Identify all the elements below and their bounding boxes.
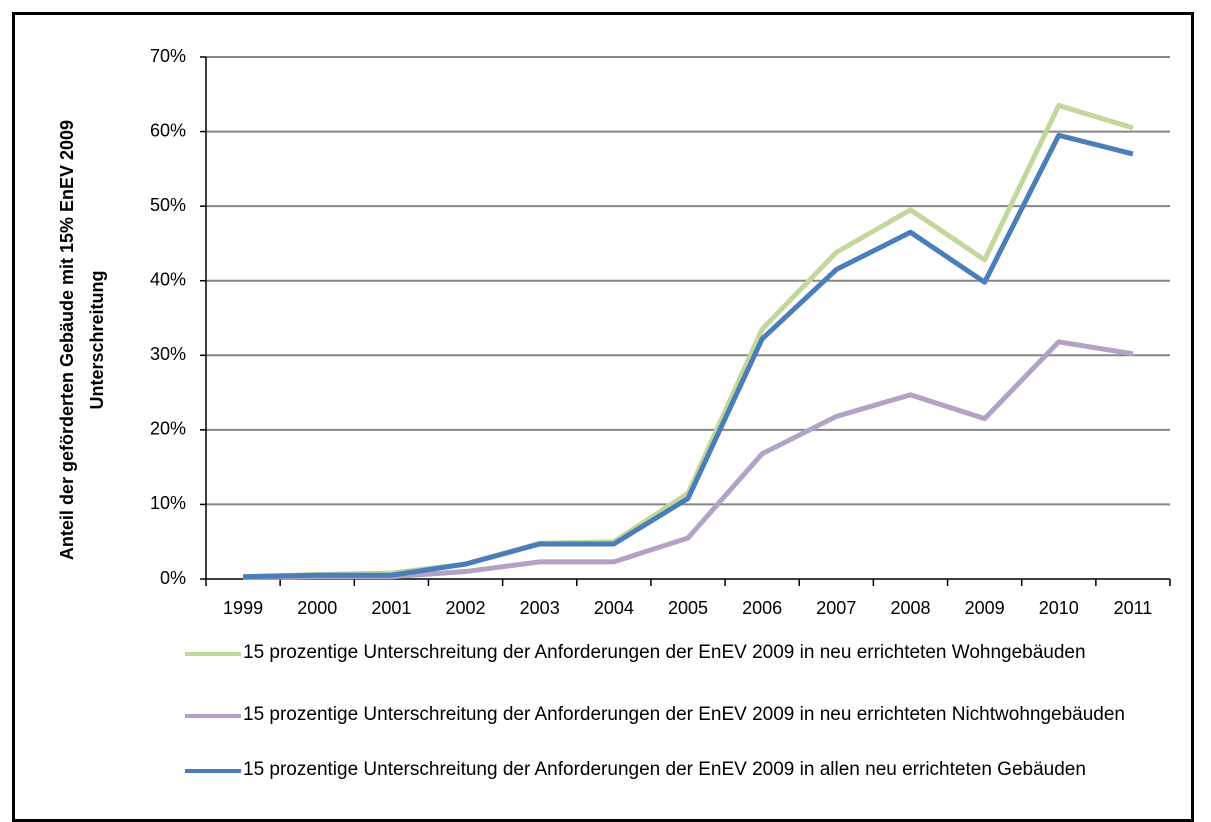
y-axis-label: Unterschreitung bbox=[87, 270, 107, 409]
y-tick-label: 40% bbox=[150, 269, 186, 289]
y-tick-label: 30% bbox=[150, 344, 186, 364]
legend-item: 15 prozentige Unterschreitung der Anford… bbox=[185, 758, 1175, 782]
x-tick-label: 2007 bbox=[816, 598, 856, 618]
legend-label: 15 prozentige Unterschreitung der Anford… bbox=[243, 759, 1086, 780]
legend-swatch bbox=[185, 769, 241, 773]
series-line bbox=[243, 132, 1134, 580]
y-tick-label: 20% bbox=[150, 419, 186, 439]
x-tick-label: 2002 bbox=[446, 598, 486, 618]
legend-label: 15 prozentige Unterschreitung der Anford… bbox=[243, 642, 1086, 663]
legend-swatch bbox=[185, 652, 241, 656]
y-tick-label: 10% bbox=[150, 493, 186, 513]
y-tick-label: 50% bbox=[150, 195, 186, 215]
legend-item: 15 prozentige Unterschreitung der Anford… bbox=[185, 641, 1175, 665]
x-tick-label: 2000 bbox=[297, 598, 337, 618]
x-tick-label: 1999 bbox=[223, 598, 263, 618]
x-tick-label: 2005 bbox=[668, 598, 708, 618]
y-tick-label: 60% bbox=[150, 120, 186, 140]
y-axis-label: Anteil der geförderten Gebäude mit 15% E… bbox=[57, 120, 77, 560]
x-tick-label: 2009 bbox=[965, 598, 1005, 618]
series-line bbox=[243, 102, 1134, 580]
legend-item: 15 prozentige Unterschreitung der Anford… bbox=[185, 703, 1175, 727]
y-tick-label: 70% bbox=[150, 46, 186, 66]
series-line bbox=[243, 339, 1134, 581]
x-tick-label: 2006 bbox=[742, 598, 782, 618]
x-tick-label: 2003 bbox=[520, 598, 560, 618]
x-tick-label: 2011 bbox=[1114, 598, 1153, 618]
x-tick-label: 2010 bbox=[1039, 598, 1079, 618]
legend-swatch bbox=[185, 714, 241, 718]
x-tick-label: 2004 bbox=[594, 598, 634, 618]
x-tick-label: 2001 bbox=[371, 598, 411, 618]
x-tick-label: 2008 bbox=[890, 598, 930, 618]
legend-label: 15 prozentige Unterschreitung der Anford… bbox=[243, 704, 1125, 725]
y-tick-label: 0% bbox=[160, 568, 186, 588]
